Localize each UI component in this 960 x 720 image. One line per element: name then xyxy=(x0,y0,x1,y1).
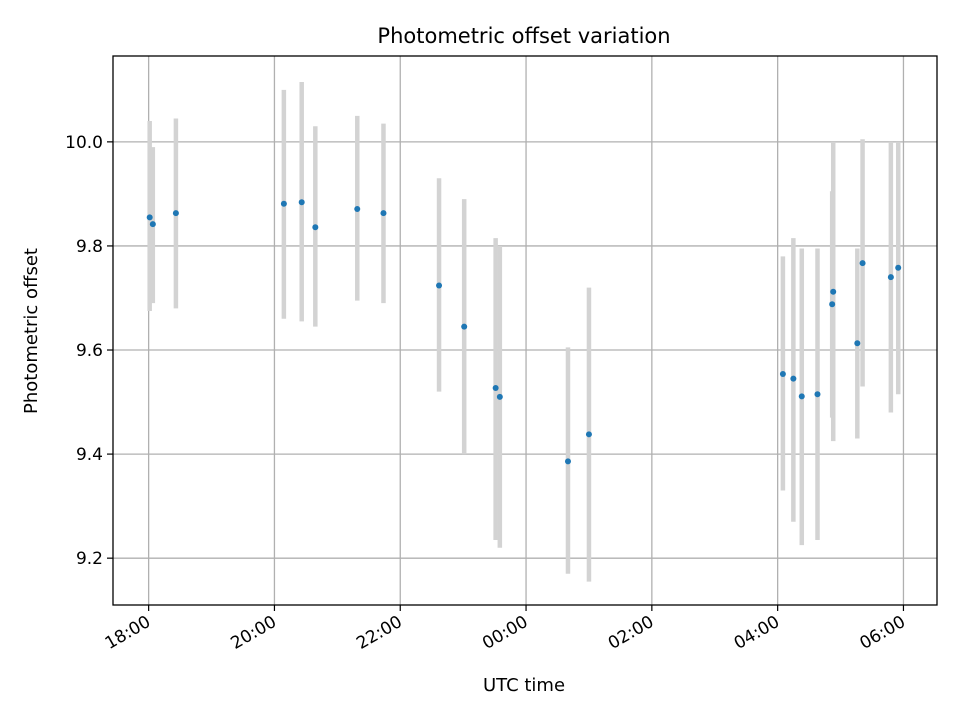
plot-frame xyxy=(112,55,938,606)
data-point xyxy=(829,301,836,308)
data-point xyxy=(790,375,797,382)
data-point xyxy=(895,264,902,271)
data-point xyxy=(585,431,592,438)
data-point xyxy=(854,340,861,347)
data-point xyxy=(461,323,468,330)
y-tick-label: 9.8 xyxy=(76,237,103,257)
data-point xyxy=(436,282,443,289)
y-tick-label: 9.6 xyxy=(76,341,103,361)
data-point xyxy=(887,274,894,281)
data-point xyxy=(146,214,153,221)
data-point xyxy=(496,393,503,400)
data-point xyxy=(298,199,305,206)
y-tick-label: 9.2 xyxy=(76,549,103,569)
data-point xyxy=(798,393,805,400)
x-axis-label: UTC time xyxy=(483,675,565,696)
data-point xyxy=(354,205,361,212)
y-tick-label: 10.0 xyxy=(65,133,103,153)
points xyxy=(146,199,902,465)
data-point xyxy=(380,210,387,217)
y-tick-label: 9.4 xyxy=(76,445,103,465)
data-point xyxy=(149,221,156,228)
data-point xyxy=(830,288,837,295)
data-point xyxy=(312,224,319,231)
data-point xyxy=(779,370,786,377)
data-point xyxy=(280,200,287,207)
data-point xyxy=(564,458,571,465)
chart-title: Photometric offset variation xyxy=(377,24,670,48)
data-point xyxy=(172,210,179,217)
data-point xyxy=(859,260,866,267)
y-axis-ticks: 9.2 9.4 9.6 9.8 10.0 xyxy=(65,133,113,569)
data-point xyxy=(814,391,821,398)
data-point xyxy=(492,385,499,392)
y-axis-label: Photometric offset xyxy=(21,248,42,414)
